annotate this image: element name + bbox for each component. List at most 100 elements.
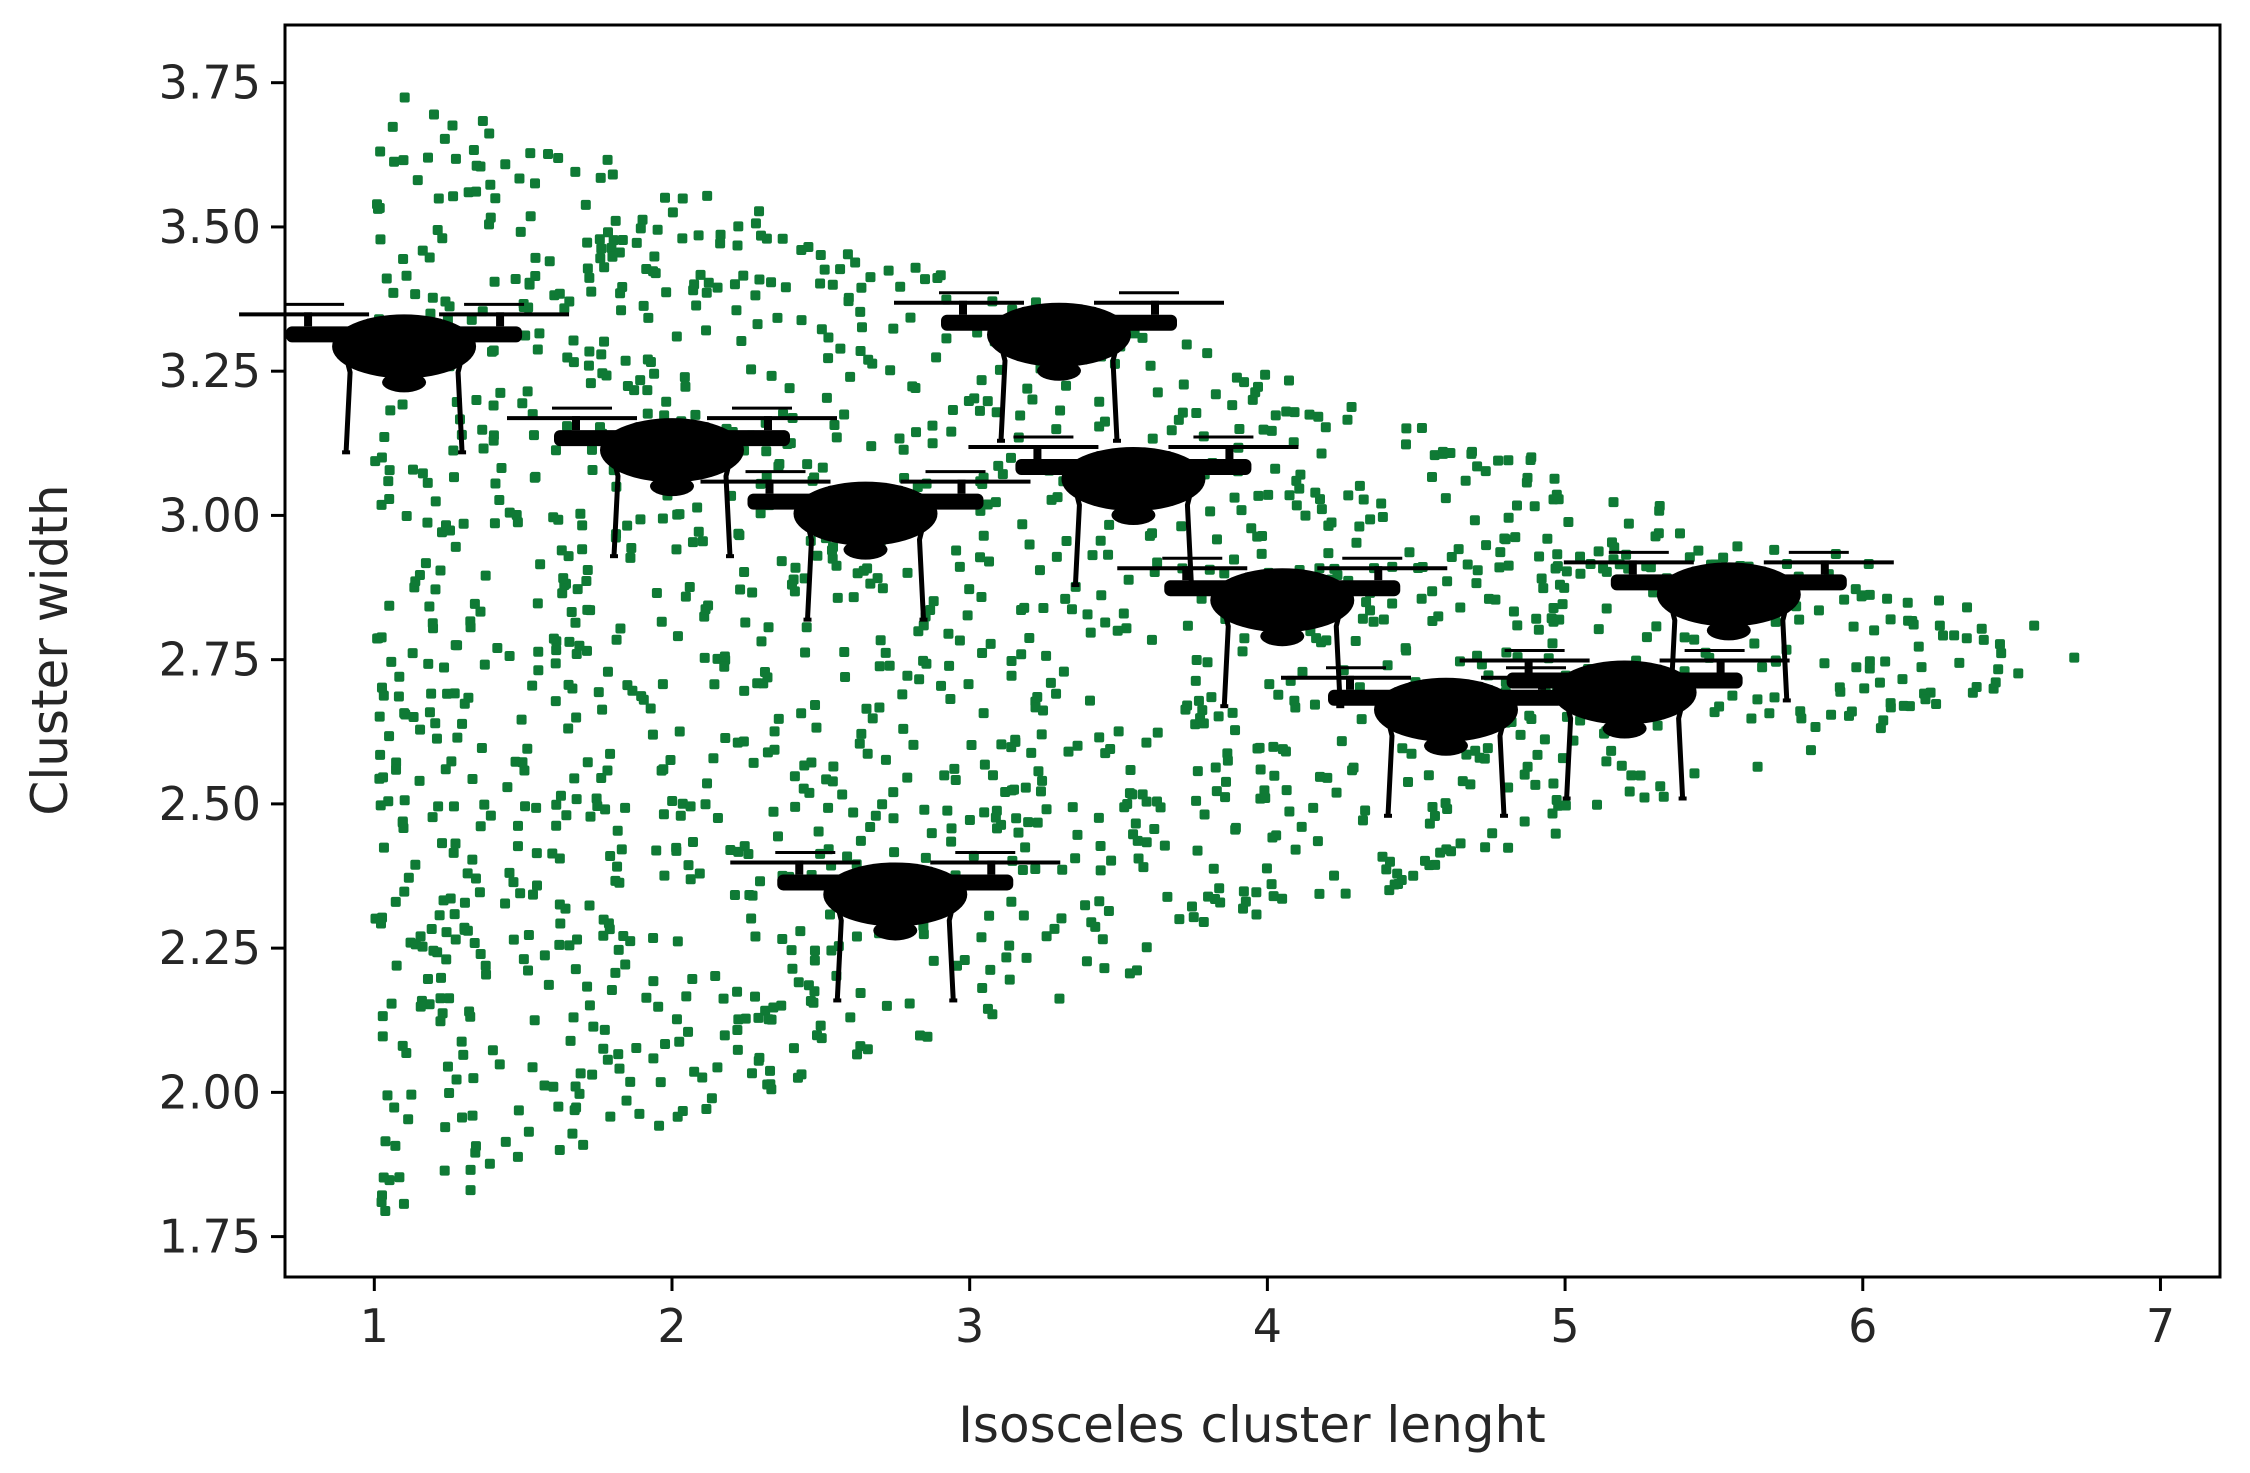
scatter-point (1377, 511, 1388, 522)
scatter-point (850, 257, 861, 268)
scatter-point (700, 799, 711, 810)
scatter-point (415, 931, 426, 942)
scatter-point (477, 424, 488, 435)
scatter-point (582, 757, 593, 768)
scatter-point (1347, 765, 1358, 776)
scatter-point (1180, 704, 1191, 715)
scatter-point (1549, 473, 1560, 484)
scatter-point (976, 591, 987, 602)
scatter-point (1220, 792, 1231, 803)
scatter-point (1033, 766, 1044, 777)
scatter-point (1146, 634, 1157, 645)
scatter-point (1049, 923, 1060, 934)
scatter-point (519, 765, 530, 776)
scatter-point (1087, 550, 1098, 561)
scatter-point (442, 688, 453, 699)
scatter-point (977, 982, 988, 993)
scatter-point (1608, 497, 1619, 508)
scatter-point (1368, 616, 1379, 627)
scatter-point (468, 144, 479, 155)
scatter-point (1652, 720, 1663, 731)
scatter-point (622, 520, 633, 531)
scatter-point (908, 739, 919, 750)
scatter-point (1313, 411, 1324, 422)
scatter-point (399, 92, 410, 103)
scatter-point (430, 718, 441, 729)
scatter-point (826, 945, 837, 956)
scatter-point (733, 846, 744, 857)
scatter-point (598, 1043, 609, 1054)
scatter-point (1769, 544, 1780, 555)
scatter-point (920, 274, 931, 285)
y-tick-label: 2.50 (159, 777, 261, 831)
scatter-point (1133, 853, 1144, 864)
scatter-point (1752, 694, 1763, 705)
scatter-point (701, 1103, 712, 1114)
scatter-point (667, 795, 678, 806)
drone-icon (1563, 550, 1894, 703)
scatter-point (1961, 633, 1972, 644)
scatter-point (952, 960, 963, 971)
scatter-point (1526, 452, 1537, 463)
scatter-point (738, 270, 749, 281)
scatter-point (485, 212, 496, 223)
scatter-point (1440, 493, 1451, 504)
scatter-point (504, 507, 515, 518)
scatter-point (557, 588, 568, 599)
scatter-point (786, 579, 797, 590)
scatter-point (1193, 695, 1204, 706)
scatter-point (471, 394, 482, 405)
scatter-point (702, 190, 713, 201)
scatter-point (977, 648, 988, 659)
scatter-point (532, 880, 543, 891)
scatter-point (1188, 912, 1199, 923)
scatter-point (1864, 589, 1875, 600)
scatter-point (744, 889, 755, 900)
scatter-point (966, 739, 977, 750)
scatter-point (403, 1114, 414, 1125)
scatter-point (1270, 463, 1281, 474)
scatter-point (812, 550, 823, 561)
scatter-point (638, 300, 649, 311)
scatter-point (743, 848, 754, 859)
scatter-point (651, 845, 662, 856)
scatter-point (1522, 472, 1533, 483)
scatter-point (1752, 761, 1763, 772)
scatter-point (862, 1044, 873, 1055)
scatter-point (1916, 662, 1927, 673)
scatter-point (571, 712, 582, 723)
scatter-point (985, 964, 996, 975)
scatter-point (1714, 701, 1725, 712)
scatter-point (740, 617, 751, 628)
scatter-point (950, 775, 961, 786)
scatter-point (1035, 786, 1046, 797)
scatter-point (1096, 590, 1107, 601)
scatter-point (964, 584, 975, 595)
scatter-point (1229, 492, 1240, 503)
scatter-point (440, 520, 451, 531)
scatter-point (620, 959, 631, 970)
scatter-point (1072, 829, 1083, 840)
scatter-point (523, 965, 534, 976)
scatter-point (1993, 664, 2004, 675)
scatter-point (465, 622, 476, 633)
scatter-point (1626, 770, 1637, 781)
scatter-point (488, 400, 499, 411)
scatter-point (415, 1001, 426, 1012)
scatter-point (1234, 423, 1245, 434)
scatter-point (1016, 649, 1027, 660)
scatter-point (435, 993, 446, 1004)
scatter-point (739, 685, 750, 696)
scatter-point (485, 810, 496, 821)
scatter-point (750, 290, 761, 301)
scatter-point (1575, 568, 1586, 579)
scatter-point (412, 175, 423, 186)
scatter-point (420, 558, 431, 569)
scatter-point (563, 679, 574, 690)
y-tick-label: 3.50 (159, 200, 261, 254)
scatter-point (599, 1024, 610, 1035)
scatter-point (1213, 711, 1224, 722)
scatter-point (462, 868, 473, 879)
scatter-point (568, 357, 579, 368)
scatter-point (939, 770, 950, 781)
